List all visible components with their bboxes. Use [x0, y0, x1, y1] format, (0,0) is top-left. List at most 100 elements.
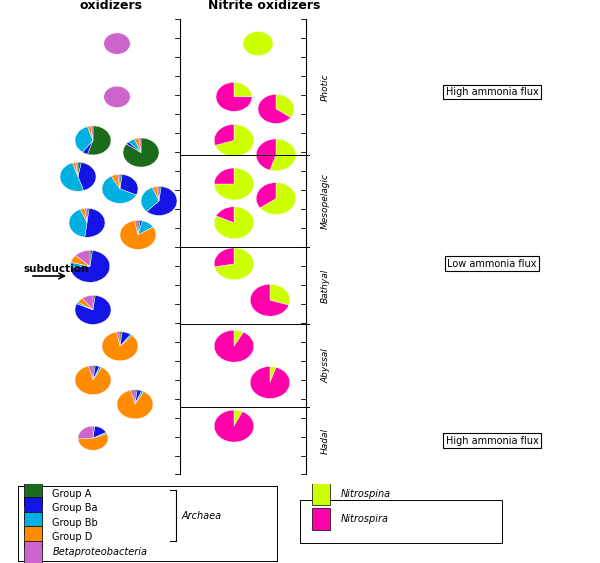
Wedge shape — [93, 365, 95, 380]
Wedge shape — [152, 186, 159, 201]
Wedge shape — [78, 434, 108, 450]
Wedge shape — [75, 366, 111, 395]
Wedge shape — [139, 138, 141, 153]
Wedge shape — [78, 163, 96, 190]
Text: Archaea: Archaea — [182, 511, 222, 521]
Wedge shape — [214, 330, 254, 362]
Text: High ammonia flux: High ammonia flux — [446, 436, 538, 445]
Text: Hadal: Hadal — [321, 428, 330, 454]
Wedge shape — [118, 175, 120, 189]
Wedge shape — [131, 390, 135, 404]
Wedge shape — [270, 284, 290, 305]
Wedge shape — [102, 332, 138, 361]
Wedge shape — [78, 426, 93, 439]
Wedge shape — [78, 298, 93, 310]
Wedge shape — [78, 162, 82, 177]
Wedge shape — [87, 208, 89, 223]
Bar — [23, 497, 42, 519]
Wedge shape — [135, 390, 142, 404]
Text: Low ammonia flux: Low ammonia flux — [447, 259, 537, 269]
Wedge shape — [91, 126, 93, 140]
Wedge shape — [214, 248, 234, 267]
Bar — [23, 482, 42, 504]
Wedge shape — [120, 332, 131, 346]
Wedge shape — [258, 95, 290, 123]
Wedge shape — [134, 138, 141, 153]
Bar — [311, 482, 330, 504]
Text: Photic: Photic — [321, 73, 330, 101]
Wedge shape — [85, 208, 87, 223]
Text: Mesopelagic: Mesopelagic — [321, 173, 330, 229]
Wedge shape — [85, 208, 105, 237]
Wedge shape — [90, 251, 92, 266]
Wedge shape — [116, 332, 120, 346]
FancyBboxPatch shape — [18, 486, 277, 561]
Wedge shape — [76, 162, 78, 177]
Text: Betaproteobacteria: Betaproteobacteria — [52, 547, 148, 557]
Text: Nitrospira: Nitrospira — [340, 514, 388, 524]
Text: High ammonia flux: High ammonia flux — [446, 87, 538, 97]
Wedge shape — [270, 367, 276, 382]
Wedge shape — [93, 367, 101, 380]
Wedge shape — [93, 426, 106, 438]
Wedge shape — [71, 256, 90, 266]
Wedge shape — [120, 175, 122, 189]
Wedge shape — [82, 296, 93, 310]
Wedge shape — [123, 138, 159, 167]
Wedge shape — [75, 127, 93, 152]
Wedge shape — [77, 302, 93, 310]
Wedge shape — [234, 410, 242, 426]
Text: Group D: Group D — [52, 533, 92, 542]
Wedge shape — [146, 186, 177, 216]
Bar — [311, 508, 330, 530]
Wedge shape — [260, 182, 296, 215]
Wedge shape — [214, 168, 254, 200]
Wedge shape — [138, 221, 142, 235]
Wedge shape — [215, 124, 254, 157]
Wedge shape — [75, 296, 111, 324]
Wedge shape — [93, 296, 95, 310]
Text: Abyssal: Abyssal — [321, 348, 330, 383]
Wedge shape — [120, 221, 156, 249]
Wedge shape — [214, 168, 234, 184]
Wedge shape — [88, 126, 93, 140]
Wedge shape — [102, 176, 136, 203]
Wedge shape — [141, 187, 159, 212]
Wedge shape — [120, 175, 138, 195]
Wedge shape — [128, 139, 141, 153]
Wedge shape — [104, 33, 130, 54]
FancyBboxPatch shape — [300, 500, 502, 543]
Wedge shape — [234, 330, 244, 346]
Wedge shape — [270, 139, 296, 171]
Wedge shape — [135, 390, 137, 404]
Wedge shape — [70, 251, 110, 282]
Wedge shape — [93, 366, 100, 380]
Wedge shape — [138, 220, 140, 235]
Text: Nitrospina: Nitrospina — [340, 489, 391, 499]
Wedge shape — [88, 126, 111, 155]
Wedge shape — [214, 410, 254, 442]
Text: Group A: Group A — [52, 489, 92, 499]
Text: Ammonia
oxidizers: Ammonia oxidizers — [78, 0, 144, 12]
Wedge shape — [60, 163, 83, 191]
Bar — [23, 541, 42, 563]
Wedge shape — [120, 334, 133, 346]
Wedge shape — [93, 432, 107, 438]
Wedge shape — [214, 124, 234, 145]
Bar — [23, 512, 42, 534]
Wedge shape — [214, 207, 254, 239]
Wedge shape — [117, 390, 153, 419]
Text: Group Bb: Group Bb — [52, 518, 98, 528]
Wedge shape — [216, 207, 234, 223]
Text: Group Ba: Group Ba — [52, 503, 98, 513]
Wedge shape — [250, 367, 290, 399]
Wedge shape — [256, 182, 276, 208]
Wedge shape — [134, 220, 138, 235]
Text: Bathyal: Bathyal — [321, 269, 330, 303]
Wedge shape — [250, 284, 289, 316]
Wedge shape — [70, 262, 90, 267]
Wedge shape — [216, 82, 252, 111]
Wedge shape — [76, 251, 90, 266]
Wedge shape — [135, 391, 143, 404]
Text: subduction: subduction — [24, 263, 89, 274]
